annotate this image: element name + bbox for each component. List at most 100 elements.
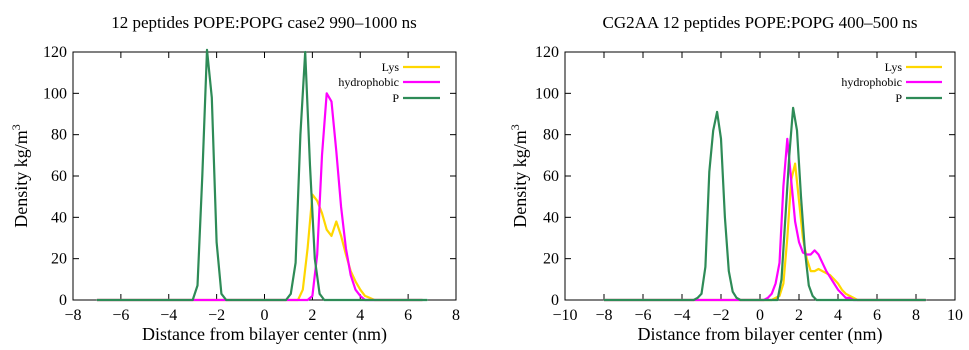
data-point-hydrophobic [821, 262, 824, 264]
data-point-p [743, 299, 746, 301]
legend-label: P [895, 91, 902, 105]
legend-label: hydrophobic [338, 75, 399, 89]
data-point-hydrophobic [340, 206, 342, 208]
data-point-p [736, 297, 738, 299]
x-tick-label: 0 [261, 307, 269, 324]
data-point-hydrophobic [786, 138, 788, 140]
data-point-lys [837, 282, 839, 285]
data-point-p [323, 299, 325, 301]
data-point-hydrophobic [806, 253, 808, 256]
legend-label: Lys [885, 60, 903, 74]
data-point-hydrophobic [845, 297, 847, 299]
x-tick-label: 0 [756, 307, 764, 324]
y-tick-label: 20 [51, 251, 67, 268]
data-point-lys [853, 297, 855, 299]
data-point-hydrophobic [321, 154, 323, 156]
plot-frame [72, 51, 457, 301]
data-point-p [804, 249, 806, 251]
data-point-lys [821, 270, 824, 272]
data-point-lys [321, 212, 323, 214]
data-point-lys [810, 270, 812, 272]
data-point-p [925, 299, 927, 301]
data-point-lys [794, 163, 796, 165]
data-point-p [788, 154, 790, 156]
y-axis-label-text: Density kg/m [11, 130, 31, 228]
data-point-lys [782, 282, 785, 285]
data-point-p [800, 196, 802, 198]
y-tick-label: 60 [51, 168, 67, 185]
x-tick-label: −4 [160, 307, 177, 324]
y-axis-label: Density kg/m3 [9, 124, 31, 228]
data-point-p [196, 284, 199, 287]
data-point-hydrophobic [778, 262, 781, 264]
y-tick-label: 0 [59, 292, 67, 309]
data-point-lys [340, 235, 342, 237]
data-point-p [201, 175, 203, 177]
y-tick-label: 100 [535, 85, 559, 102]
data-point-lys [775, 297, 777, 299]
data-point-hydrophobic [810, 253, 812, 256]
y-tick-label: 40 [543, 209, 559, 226]
x-tick-label: −8 [64, 307, 81, 324]
data-point-p [299, 134, 302, 136]
data-point-p [295, 262, 297, 264]
data-point-hydrophobic [359, 295, 361, 297]
y-axis-label-superscript: 3 [508, 124, 522, 130]
data-point-p [693, 299, 695, 301]
data-point-p [739, 299, 742, 301]
data-point-p [697, 297, 699, 299]
x-tick-label: 8 [452, 307, 460, 324]
x-tick-label: 10 [947, 307, 963, 324]
y-tick-label: 80 [543, 127, 559, 144]
data-point-hydrophobic [354, 289, 357, 291]
data-point-lys [330, 235, 333, 237]
data-point-p [732, 291, 734, 293]
data-point-lys [849, 295, 851, 297]
y-tick-label: 40 [51, 209, 67, 226]
y-tick-label: 20 [543, 251, 559, 268]
x-tick-label: 6 [404, 307, 412, 324]
data-point-p [603, 299, 605, 301]
x-tick-label: −2 [712, 307, 729, 324]
data-point-hydrophobic [837, 289, 839, 291]
data-point-hydrophobic [335, 150, 337, 152]
data-point-p [784, 216, 786, 218]
x-tick-label: 8 [912, 307, 920, 324]
data-point-lys [845, 293, 847, 295]
x-tick-label: 2 [308, 307, 316, 324]
data-point-p [720, 138, 722, 140]
x-tick-label: 4 [834, 307, 842, 324]
series-line-lys [96, 193, 423, 302]
data-point-p [728, 270, 730, 272]
data-point-hydrophobic [798, 241, 800, 243]
legend-label: Lys [382, 60, 400, 74]
y-tick-label: 60 [543, 168, 559, 185]
y-tick-label: 120 [43, 44, 67, 61]
data-point-hydrophobic [841, 293, 843, 295]
x-axis-label: Distance from bilayer center (nm) [638, 324, 883, 345]
data-point-p [700, 293, 703, 295]
x-tick-label: −2 [208, 307, 225, 324]
chart-title: CG2AA 12 peptides POPE:POPG 400–500 ns [602, 13, 917, 32]
data-point-p [724, 216, 726, 218]
y-tick-label: 120 [535, 44, 559, 61]
data-point-lys [306, 247, 309, 249]
left-chart-panel: 12 peptides POPE:POPG case2 990–1000 ns −… [9, 13, 460, 345]
data-point-p [290, 293, 292, 295]
plot-frame [564, 51, 956, 301]
data-point-hydrophobic [767, 297, 769, 299]
data-point-hydrophobic [775, 282, 777, 285]
data-point-hydrophobic [345, 247, 347, 249]
x-tick-label: −4 [673, 307, 690, 324]
data-point-p [192, 299, 194, 301]
data-point-hydrophobic [802, 251, 804, 254]
data-point-lys [814, 270, 816, 272]
x-tick-label: −6 [634, 307, 651, 324]
data-point-p [780, 278, 783, 280]
data-point-p [318, 293, 321, 295]
series-line-p [96, 48, 428, 302]
data-point-lys [316, 200, 318, 202]
legend-label: hydrophobic [841, 75, 902, 89]
